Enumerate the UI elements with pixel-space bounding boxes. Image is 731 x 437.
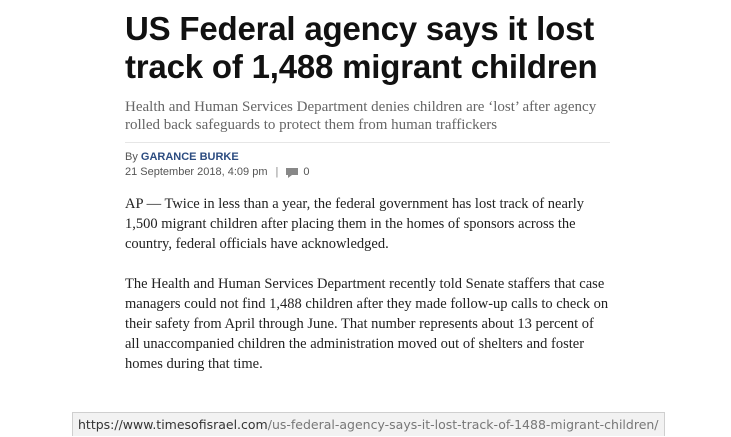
article-body: AP — Twice in less than a year, the fede… <box>125 194 610 374</box>
browser-status-bar: https://www.timesofisrael.com/us-federal… <box>72 412 665 436</box>
article-subheadline: Health and Human Services Department den… <box>125 98 610 143</box>
comments-link[interactable]: 0 <box>286 165 309 180</box>
article-meta: 21 September 2018, 4:09 pm | 0 <box>125 165 610 180</box>
article-paragraph-2: The Health and Human Services Department… <box>125 276 609 372</box>
status-url-domain: https://www.timesofisrael.com <box>78 417 268 432</box>
article-headline: US Federal agency says it lost track of … <box>125 10 598 85</box>
author-link[interactable]: GARANCE BURKE <box>140 151 239 163</box>
byline: By GARANCE BURKE <box>125 150 610 165</box>
comment-count: 0 <box>303 166 310 178</box>
byline-prefix: By <box>125 151 138 163</box>
speech-bubble-icon <box>286 167 300 178</box>
publish-timestamp: 21 September 2018, 4:09 pm <box>125 166 268 178</box>
meta-separator: | <box>275 166 279 178</box>
status-url-path: /us-federal-agency-says-it-lost-track-of… <box>267 417 659 432</box>
article-paragraph-1: AP — Twice in less than a year, the fede… <box>125 196 585 252</box>
article: US Federal agency says it lost track of … <box>125 10 610 394</box>
